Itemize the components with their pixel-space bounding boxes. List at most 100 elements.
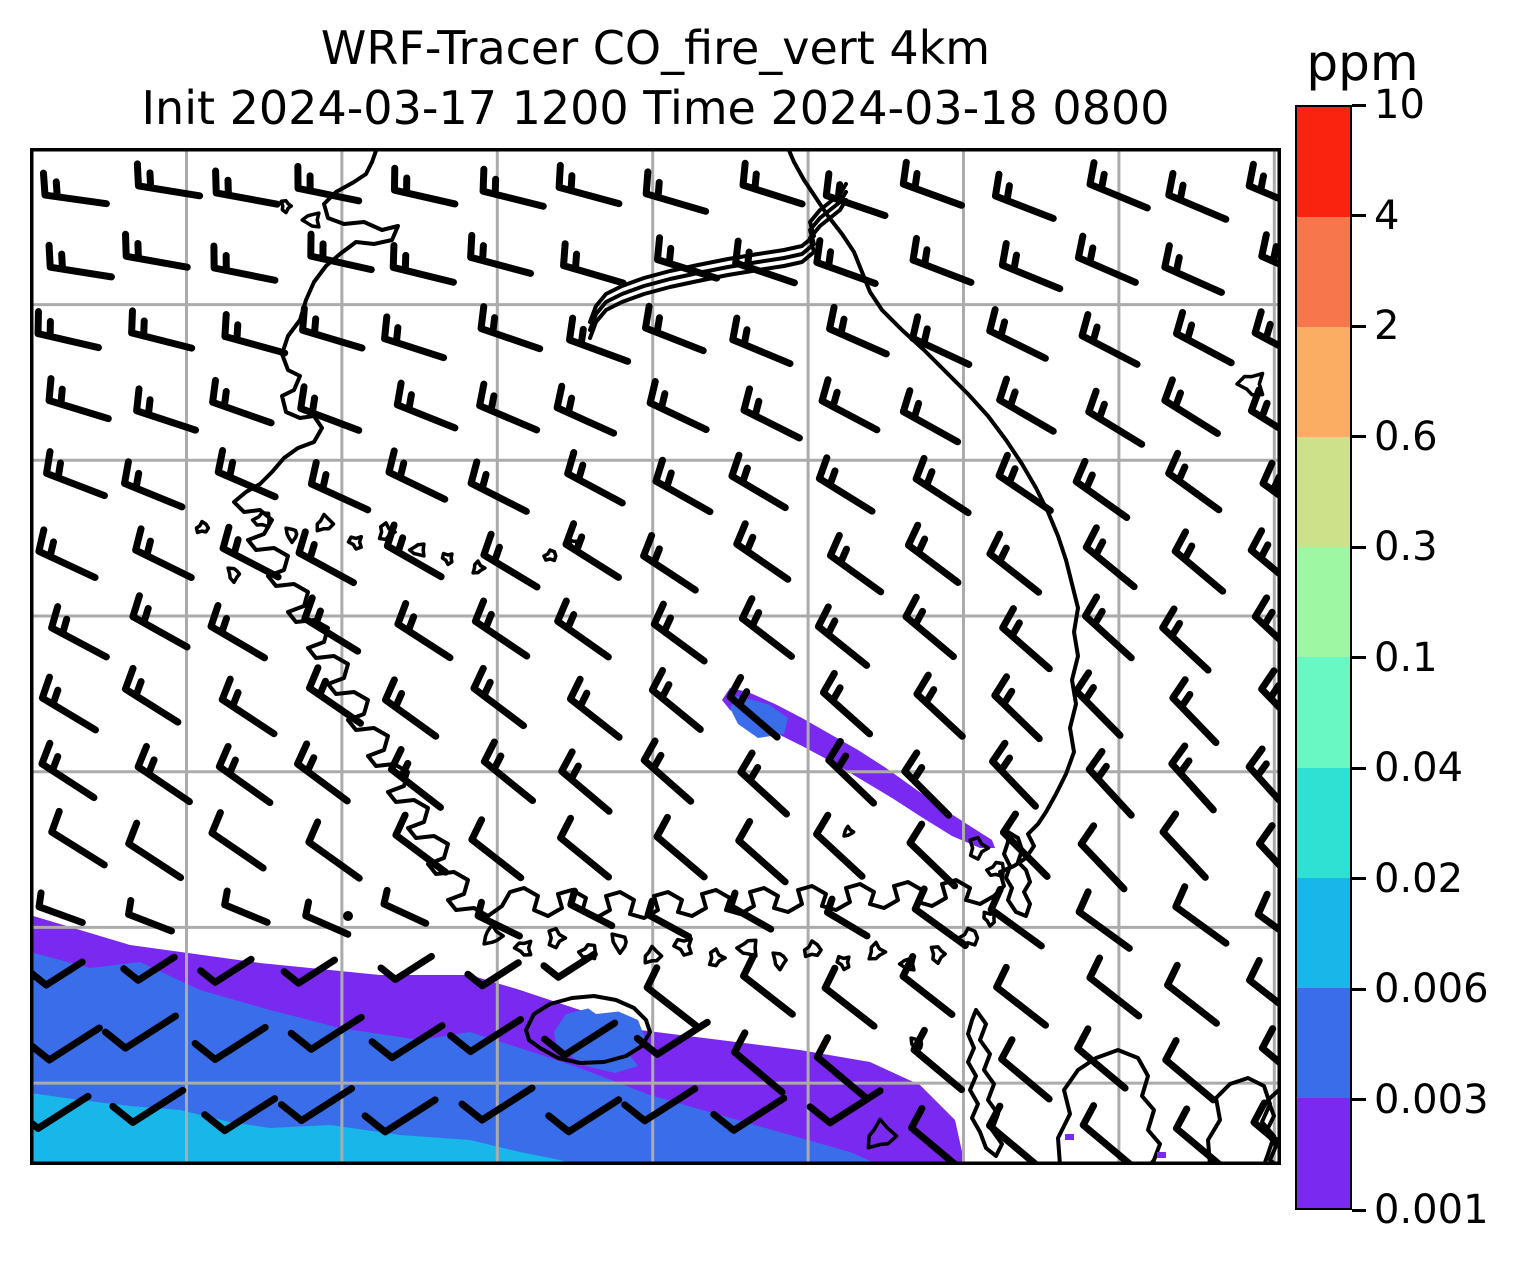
wind-barb [986,306,1049,362]
island [867,940,888,961]
wind-barb [221,887,271,926]
dmz-border-triple-line [588,182,848,340]
island [547,926,568,950]
colorbar-tick-label: 0.04 [1374,745,1464,791]
wind-barb [125,897,175,935]
wind-barb [540,950,598,981]
wind-barb [913,671,966,740]
island [194,519,211,535]
island [300,211,321,229]
island [802,939,823,959]
wind-barb [1082,524,1138,591]
colorbar-tick-label: 0.6 [1374,413,1438,460]
colorbar-band [1297,987,1350,1098]
colorbar-tick-label: 0.006 [1374,966,1489,1012]
wind-barb [1172,883,1230,947]
wind-barb [826,531,885,596]
calm-wind-dot [343,911,353,921]
wind-barb [1159,605,1212,674]
wind-barb [621,1085,699,1125]
island [866,1117,899,1150]
wind-barb [814,603,871,669]
island [985,860,1006,879]
wind-barb [34,308,102,352]
wind-barb [1258,231,1279,268]
island [929,945,947,966]
wind-barb [1162,1037,1217,1104]
wind-barb [381,676,440,740]
wind-barb [986,530,1043,596]
island [407,542,426,558]
coastline-korea-mainland [232,150,1080,920]
colorbar-band [1297,437,1350,548]
wind-barb [826,303,890,358]
colorbar-tick-label: 4 [1374,192,1400,239]
wind-barb [474,898,523,940]
wind-barb [109,1086,187,1126]
wind-barb [998,1036,1053,1103]
wind-barb [557,814,613,881]
island [842,824,856,838]
island [346,534,364,551]
jeju-white-gap [582,1002,632,1014]
wind-barb [991,170,1057,222]
colorbar-tick-label: 2 [1374,303,1400,349]
wind-barb [1074,1025,1129,1092]
wind-barb [471,597,531,660]
wind-barb [1254,890,1279,934]
wind-barb [652,456,714,516]
wind-barb [394,599,454,662]
wind-barb [648,666,704,733]
wind-barb [642,302,707,355]
map-border [30,148,1281,1165]
wind-barb [191,1023,269,1063]
colorbar-band [1297,1097,1350,1208]
purple-speck [1157,1152,1166,1158]
fire-plume-purple [722,688,995,848]
wind-barb [899,387,962,446]
wind-barb-layer [32,158,1279,1163]
wind-barb [908,1104,959,1163]
map-plot [30,148,1281,1165]
colorbar-tick-mark [1352,1208,1366,1212]
wind-barb [1258,667,1279,713]
wind-barb [901,749,953,819]
island [707,947,727,968]
wind-barb [125,819,185,882]
wind-barb [1074,232,1139,286]
colorbar-unit-label: ppm [1306,34,1419,92]
wind-barb [806,1087,884,1127]
wind-barb [813,1034,869,1101]
colorbar-tick-mark [1352,214,1366,217]
wind-barb [1072,669,1124,739]
wind-barb [909,234,975,286]
colorbar-area: 10 4 2 0.6 0.3 0.1 0.04 0.02 0.006 0.003 0.001 [1295,85,1525,1267]
wind-barb [294,740,351,805]
colorbar-band [1297,217,1350,328]
wind-barb [558,748,613,815]
wind-barb [813,237,879,287]
wind-barb [737,749,790,818]
wind-barb [823,895,871,940]
wind-barb [48,807,108,869]
wind-barb [120,953,178,984]
wind-barb [911,885,969,949]
wind-barb [640,531,699,594]
wind-barb [390,164,459,208]
wind-barb [555,161,623,208]
wind-barb [297,383,363,434]
wind-barb [129,592,191,651]
colorbar-tick-label: 0.001 [1374,1187,1489,1233]
wind-barb [566,675,623,741]
colorbar-tick-label: 0.003 [1374,1076,1489,1123]
wind-barb [305,664,365,727]
colorbar-band [1297,657,1350,768]
wind-barb [468,816,525,882]
wind-barb [458,1084,536,1124]
island [471,559,487,575]
wind-barb [1086,954,1143,1020]
wind-barb [128,307,196,352]
japan-island-chain [966,1008,1004,1158]
colorbar-tick-mark [1352,435,1366,438]
wind-barb [45,241,115,281]
